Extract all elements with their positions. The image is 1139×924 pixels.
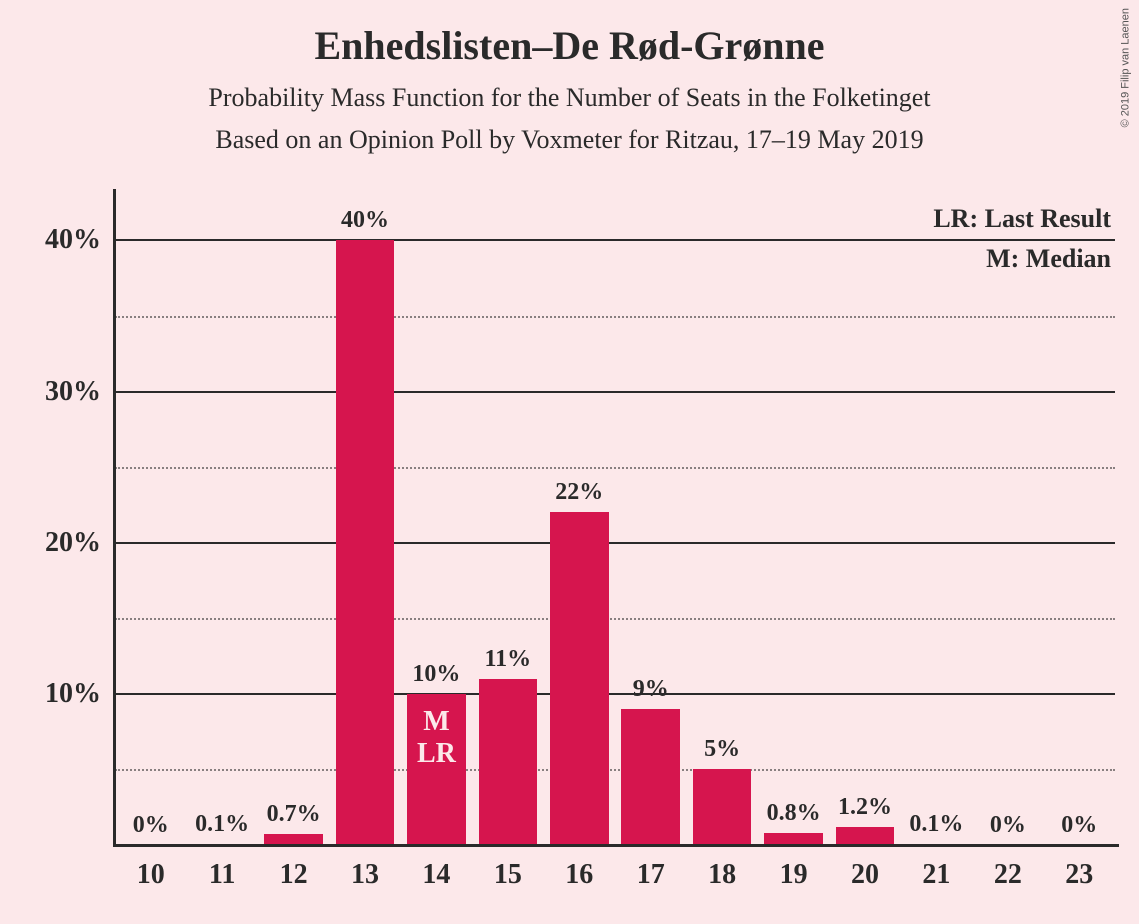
bar-overlay-label: MLR [417,706,456,770]
chart-title: Enhedslisten–De Rød-Grønne [0,0,1139,69]
x-tick-label: 22 [994,845,1022,891]
x-tick-label: 17 [637,845,665,891]
bar: 5% [693,769,752,845]
y-tick-label: 30% [45,376,115,408]
bar-value-label: 10% [412,661,460,694]
x-tick-label: 16 [565,845,593,891]
gridline-major [115,693,1115,695]
x-tick-label: 23 [1065,845,1093,891]
gridline-minor [115,618,1115,620]
legend-m: M: Median [933,239,1111,279]
bar: 22% [550,512,609,845]
x-tick-label: 11 [209,845,235,891]
x-tick-label: 18 [708,845,736,891]
y-tick-label: 20% [45,527,115,559]
gridline-major [115,239,1115,241]
x-tick-label: 20 [851,845,879,891]
bar-value-label: 0% [990,812,1026,845]
bar-value-label: 0.7% [267,801,321,834]
chart-legend: LR: Last Result M: Median [933,195,1115,280]
bar: 11% [479,679,538,845]
x-tick-label: 21 [922,845,950,891]
bar-value-label: 0% [1061,812,1097,845]
bar-value-label: 0.8% [767,800,821,833]
gridline-minor [115,467,1115,469]
bar-value-label: 1.2% [838,794,892,827]
x-tick-label: 19 [780,845,808,891]
x-axis [113,844,1119,847]
plot-area: LR: Last Result M: Median 10%20%30%40%0%… [115,195,1115,845]
x-tick-label: 13 [351,845,379,891]
y-tick-label: 10% [45,678,115,710]
x-tick-label: 12 [280,845,308,891]
chart-subtitle-1: Probability Mass Function for the Number… [0,69,1139,113]
bar-value-label: 0% [133,812,169,845]
gridline-minor [115,769,1115,771]
bar-value-label: 22% [555,479,603,512]
bar: 9% [621,709,680,845]
y-tick-label: 40% [45,224,115,256]
bar-value-label: 9% [633,676,669,709]
gridline-major [115,391,1115,393]
copyright-text: © 2019 Filip van Laenen [1119,8,1131,127]
gridline-major [115,542,1115,544]
bar: 1.2% [836,827,895,845]
bar-value-label: 40% [341,207,389,240]
bar-value-label: 0.1% [195,811,249,844]
chart-subtitle-2: Based on an Opinion Poll by Voxmeter for… [0,113,1139,155]
bar: 40% [336,240,395,845]
bar-value-label: 0.1% [909,811,963,844]
bar: 10%MLR [407,694,466,845]
x-tick-label: 15 [494,845,522,891]
bar-value-label: 11% [485,646,532,679]
bar-value-label: 5% [704,736,740,769]
y-axis [113,189,116,845]
legend-lr: LR: Last Result [933,199,1111,239]
gridline-minor [115,316,1115,318]
chart-container: © 2019 Filip van Laenen Enhedslisten–De … [0,0,1139,924]
x-tick-label: 10 [137,845,165,891]
x-tick-label: 14 [422,845,450,891]
